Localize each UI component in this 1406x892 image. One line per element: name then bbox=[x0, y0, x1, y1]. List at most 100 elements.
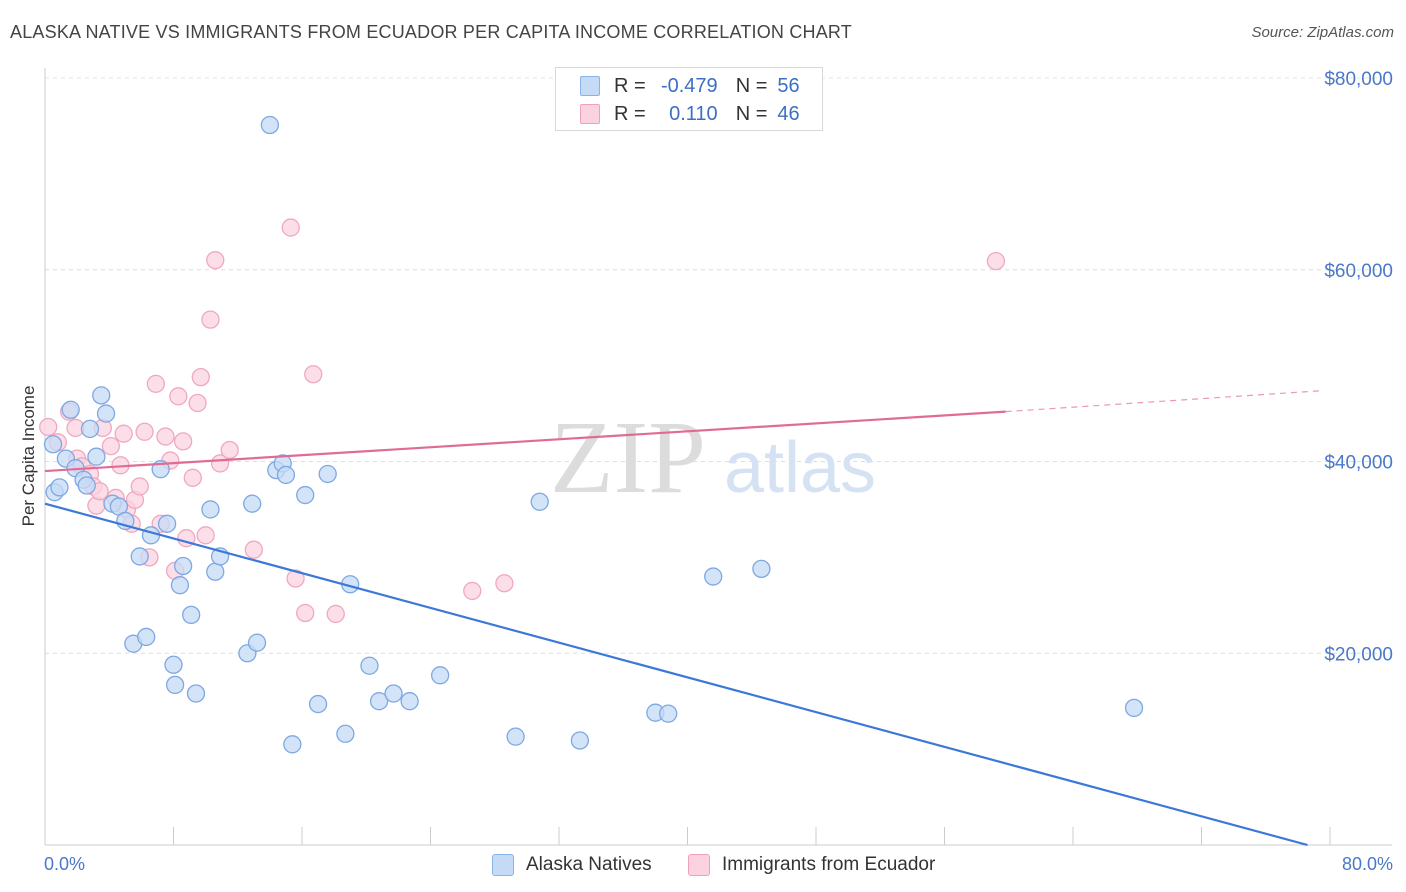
y-tick-label: $40,000 bbox=[1324, 453, 1393, 474]
y-axis-label: Per Capita Income bbox=[19, 386, 38, 527]
series-immigrants-from-ecuador bbox=[39, 218, 1006, 624]
data-point bbox=[296, 603, 315, 623]
legend-r-value: 0.110 bbox=[669, 102, 718, 125]
data-point bbox=[196, 526, 215, 545]
legend-row-alaska-natives: R = -0.479 N = 56 bbox=[580, 73, 800, 99]
series-alaska-natives bbox=[43, 115, 1144, 754]
legend-swatch-blue bbox=[580, 76, 600, 96]
legend-n-label: N = bbox=[735, 74, 768, 97]
data-point bbox=[506, 727, 525, 746]
data-point bbox=[169, 387, 188, 406]
x-tick-label: 0.0% bbox=[44, 854, 85, 874]
data-point bbox=[201, 500, 220, 519]
data-point bbox=[92, 386, 111, 405]
data-point bbox=[101, 437, 121, 456]
data-point bbox=[243, 494, 262, 513]
data-point bbox=[39, 417, 58, 437]
data-point bbox=[186, 684, 206, 703]
data-point bbox=[114, 424, 133, 443]
bottom-legend-immigrants-from-ecuador: Immigrants from Ecuador bbox=[688, 852, 935, 878]
data-point bbox=[384, 684, 403, 703]
tick-labels: $20,000 $40,000 $60,000 $80,000 0.0% 80.0% bbox=[44, 69, 1393, 874]
data-point bbox=[157, 514, 177, 533]
y-tick-label: $60,000 bbox=[1324, 261, 1393, 282]
data-point bbox=[326, 604, 345, 624]
data-point bbox=[170, 576, 190, 595]
source-credit: Source: ZipAtlas.com bbox=[1251, 24, 1394, 41]
data-point bbox=[61, 400, 80, 419]
data-point bbox=[77, 476, 96, 495]
data-point bbox=[430, 666, 450, 685]
trendline bbox=[44, 502, 1308, 847]
legend-r-label: R = bbox=[614, 102, 646, 125]
data-point bbox=[183, 468, 202, 487]
trendline bbox=[44, 410, 1006, 473]
data-point bbox=[206, 251, 225, 270]
data-point bbox=[570, 731, 590, 750]
correlation-legend: R = -0.479 N = 56 R = 0.110 N = 46 bbox=[555, 67, 823, 131]
bottom-legend-label: Alaska Natives bbox=[526, 854, 652, 875]
data-point bbox=[659, 704, 678, 723]
watermark-zip: ZIP bbox=[550, 400, 706, 515]
data-point bbox=[336, 724, 355, 743]
data-point bbox=[283, 735, 302, 754]
data-point bbox=[318, 464, 337, 484]
trendlines bbox=[44, 389, 1324, 847]
data-point bbox=[220, 440, 239, 460]
data-point bbox=[141, 526, 161, 545]
legend-r-label: R = bbox=[614, 74, 646, 97]
watermark-atlas: atlas bbox=[724, 428, 876, 508]
bottom-legend-alaska-natives: Alaska Natives bbox=[492, 852, 652, 878]
data-point bbox=[247, 633, 267, 652]
data-point bbox=[173, 432, 193, 451]
data-point bbox=[173, 556, 193, 576]
data-point bbox=[530, 492, 549, 511]
legend-r-value: -0.479 bbox=[660, 74, 718, 97]
data-point bbox=[495, 574, 514, 593]
data-point bbox=[164, 655, 183, 674]
data-point bbox=[146, 374, 165, 393]
data-point bbox=[87, 447, 106, 466]
chart-title: ALASKA NATIVE VS IMMIGRANTS FROM ECUADOR… bbox=[10, 22, 852, 42]
data-point bbox=[276, 465, 296, 485]
y-tick-label: $80,000 bbox=[1324, 69, 1393, 90]
data-point bbox=[260, 115, 280, 135]
bottom-legend-swatch-pink bbox=[688, 854, 710, 876]
data-point bbox=[135, 422, 154, 441]
legend-swatch-pink bbox=[580, 104, 600, 124]
data-point bbox=[360, 656, 379, 675]
data-point bbox=[137, 627, 156, 647]
data-point bbox=[704, 567, 723, 586]
legend-n-label: N = bbox=[735, 102, 768, 125]
y-tick-label: $20,000 bbox=[1324, 644, 1393, 665]
data-point bbox=[156, 427, 175, 446]
data-point bbox=[304, 365, 323, 384]
bottom-legend-label: Immigrants from Ecuador bbox=[722, 854, 936, 875]
data-point bbox=[296, 485, 315, 505]
data-point bbox=[986, 251, 1006, 271]
x-tick-label: 80.0% bbox=[1342, 854, 1393, 874]
data-point bbox=[182, 605, 201, 625]
data-point bbox=[369, 692, 389, 711]
data-point bbox=[50, 478, 69, 497]
data-point bbox=[1124, 698, 1144, 718]
watermark: ZIP atlas bbox=[550, 400, 876, 515]
data-point bbox=[191, 367, 210, 387]
data-point bbox=[752, 559, 771, 579]
legend-row-immigrants-from-ecuador: R = 0.110 N = 46 bbox=[580, 101, 800, 127]
legend-n-value: 56 bbox=[777, 74, 800, 97]
data-point bbox=[96, 404, 116, 423]
data-point bbox=[80, 419, 100, 439]
data-point bbox=[130, 477, 149, 496]
grid-lines bbox=[45, 77, 1392, 654]
data-point bbox=[308, 694, 328, 714]
data-point bbox=[188, 393, 207, 413]
data-point bbox=[201, 310, 220, 329]
data-point bbox=[43, 435, 63, 454]
data-point bbox=[400, 692, 419, 711]
data-point bbox=[286, 569, 305, 588]
data-point bbox=[463, 581, 482, 601]
axes bbox=[44, 68, 1392, 846]
data-point bbox=[165, 675, 185, 695]
